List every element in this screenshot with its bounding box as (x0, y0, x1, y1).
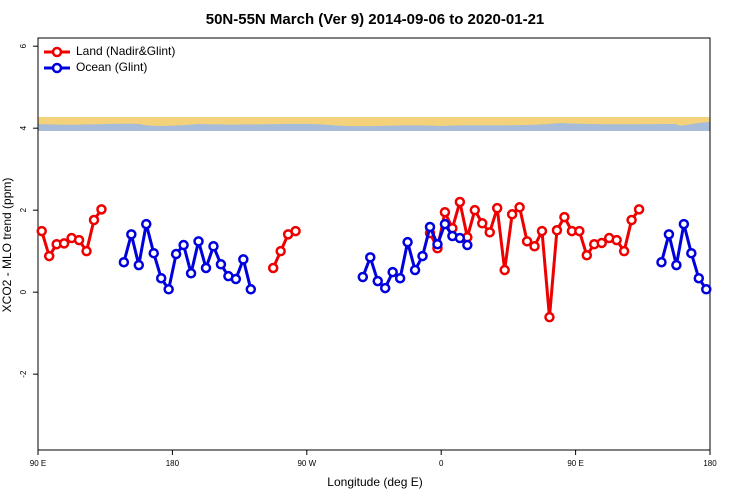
y-tick-label: 4 (19, 125, 28, 130)
data-point (58, 238, 70, 249)
data-point (693, 272, 705, 284)
data-point (626, 214, 637, 226)
data-point (245, 284, 257, 295)
data-point (432, 238, 443, 250)
data-point (141, 218, 152, 230)
data-point (133, 259, 145, 271)
data-point (686, 247, 697, 259)
data-point (155, 272, 167, 284)
y-axis-label: XCO2 - MLO trend (ppm) (0, 178, 14, 313)
legend-label: Ocean (Glint) (76, 60, 147, 74)
data-point (551, 225, 563, 236)
x-tick-label: 90 W (297, 459, 316, 468)
map-strip (38, 117, 710, 131)
x-tick-label: 180 (703, 459, 717, 468)
x-tick-label: 90 E (567, 459, 583, 468)
data-point (178, 239, 189, 251)
data-point (208, 241, 219, 252)
data-point (357, 271, 369, 283)
data-point (701, 284, 712, 295)
data-point (574, 225, 585, 237)
data-point (372, 275, 383, 287)
data-point (163, 284, 174, 295)
data-point (193, 236, 204, 247)
x-tick-label: 180 (166, 459, 180, 468)
data-point (544, 311, 555, 323)
data-point (581, 250, 593, 261)
data-point (275, 245, 286, 257)
series-line (122, 220, 708, 294)
legend-marker (51, 62, 63, 74)
data-point (469, 204, 481, 216)
data-point (394, 272, 406, 284)
data-point (409, 264, 421, 276)
data-point (290, 225, 301, 237)
legend-marker (51, 46, 63, 58)
data-point (365, 252, 376, 263)
data-point (454, 232, 466, 244)
data-point (417, 250, 428, 262)
data-point (88, 214, 100, 226)
data-point (477, 218, 488, 229)
data-point (499, 264, 510, 276)
chart-title: 50N-55N March (Ver 9) 2014-09-06 to 2020… (206, 11, 545, 28)
data-point (96, 204, 107, 215)
data-point (454, 196, 466, 208)
data-point (73, 234, 85, 246)
data-point (402, 236, 413, 248)
data-point (170, 248, 182, 260)
data-point (238, 254, 249, 265)
data-point (618, 245, 630, 257)
data-point (43, 250, 55, 262)
data-point (439, 218, 451, 230)
data-point (148, 247, 159, 259)
data-point (379, 282, 391, 294)
data-point (596, 237, 607, 249)
y-tick-label: 0 (19, 289, 28, 294)
y-tick-label: 2 (19, 207, 28, 212)
data-point (559, 211, 570, 223)
data-point (514, 202, 525, 213)
data-point (663, 229, 675, 240)
data-point (36, 225, 47, 237)
data-point (200, 262, 212, 274)
data-point (439, 206, 451, 218)
data-point (267, 262, 279, 274)
data-point (424, 221, 436, 233)
data-point (633, 204, 645, 215)
data-point (185, 268, 197, 279)
legend-label: Land (Nadir&Glint) (76, 44, 175, 58)
data-point (671, 259, 682, 271)
x-tick-label: 90 E (30, 459, 46, 468)
data-point (521, 236, 533, 247)
data-point (215, 259, 227, 270)
data-point (529, 241, 540, 252)
data-point (536, 225, 548, 237)
data-point (387, 266, 398, 278)
y-tick-label: -2 (19, 370, 28, 378)
data-point (611, 234, 622, 246)
plot-frame (37, 37, 711, 451)
data-point (81, 245, 92, 257)
data-point (230, 273, 242, 285)
data-point (491, 202, 503, 214)
data-point (484, 227, 495, 238)
x-tick-label: 0 (439, 459, 444, 468)
data-point (506, 209, 518, 220)
x-axis-label: Longitude (deg E) (327, 475, 422, 489)
data-point (118, 256, 130, 268)
data-point (678, 218, 690, 230)
data-point (126, 229, 137, 240)
series-line (40, 201, 641, 318)
data-point (462, 239, 473, 251)
y-tick-label: 6 (19, 43, 28, 48)
data-point (656, 256, 667, 268)
